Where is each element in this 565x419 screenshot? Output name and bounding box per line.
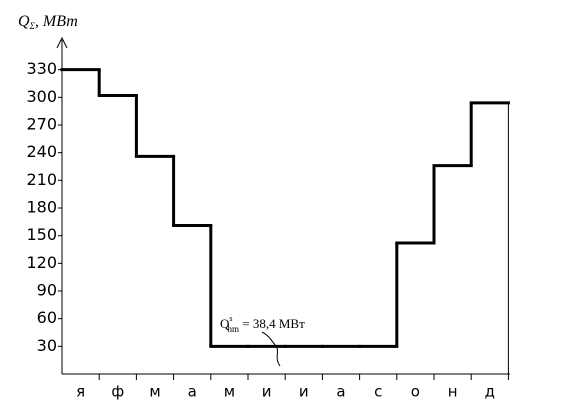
x-tick-label: д [485, 383, 495, 401]
annotation: Qs hm = 38,4 МВт [220, 314, 305, 334]
y-tick-label: 240 [26, 142, 57, 161]
y-tick-label: 300 [26, 87, 57, 106]
x-tick-label: и [262, 383, 272, 401]
annotation-sup: s [229, 314, 232, 323]
y-tick-label: 270 [26, 115, 57, 134]
annotation-rest: = 38,4 МВт [239, 316, 305, 331]
annotation-sub: hm [228, 324, 240, 334]
x-tick-label: а [336, 383, 345, 401]
x-tick-label: я [76, 383, 85, 401]
y-label-main: Q [18, 13, 30, 30]
y-axis-label: QΣ, МВт [18, 13, 78, 31]
x-tick-label: а [188, 383, 197, 401]
annotation-pointer [261, 331, 281, 367]
y-tick-label: 60 [37, 308, 57, 327]
x-tick-label: ф [111, 383, 124, 401]
y-tick-label: 210 [26, 170, 57, 189]
y-tick-label: 90 [37, 281, 57, 300]
y-tick-label: 180 [26, 198, 57, 217]
y-tick-label: 120 [26, 253, 57, 272]
y-tick-label: 330 [26, 59, 57, 78]
x-tick-label: н [448, 383, 458, 401]
x-tick-label: и [299, 383, 309, 401]
x-tick-label: м [224, 383, 235, 401]
x-tick-label: о [411, 383, 420, 401]
y-tick-label: 30 [37, 336, 57, 355]
y-axis-arrow [56, 36, 68, 49]
annotation-main: Q [220, 316, 230, 331]
y-label-sub: Σ [29, 21, 36, 31]
y-tick-label: 150 [26, 225, 57, 244]
x-tick-label: м [149, 383, 160, 401]
x-tick-label: с [374, 383, 382, 401]
y-label-rest: , МВт [35, 13, 78, 30]
